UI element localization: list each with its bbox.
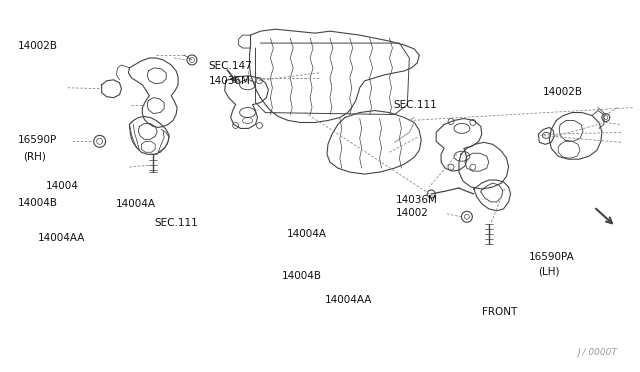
Text: (LH): (LH) — [538, 267, 559, 277]
Text: 14004A: 14004A — [115, 199, 156, 209]
Text: 14004B: 14004B — [282, 272, 322, 282]
Text: 16590PA: 16590PA — [529, 252, 574, 262]
Text: SEC.147: SEC.147 — [209, 61, 253, 71]
Text: 14004AA: 14004AA — [37, 233, 84, 243]
Text: 14004A: 14004A — [287, 229, 327, 239]
Text: FRONT: FRONT — [482, 307, 517, 317]
Text: (RH): (RH) — [23, 151, 46, 161]
Text: 14036M: 14036M — [209, 76, 251, 86]
Text: 14002B: 14002B — [19, 41, 58, 51]
Text: 14004AA: 14004AA — [325, 295, 372, 305]
Text: 14002: 14002 — [396, 208, 429, 218]
Text: 16590P: 16590P — [19, 135, 58, 145]
Text: SEC.111: SEC.111 — [155, 218, 198, 228]
Text: 14002B: 14002B — [542, 87, 582, 97]
Text: 14004B: 14004B — [19, 198, 58, 208]
Text: J / 0000T: J / 0000T — [578, 348, 618, 357]
Text: 14036M: 14036M — [396, 195, 438, 205]
Text: SEC.111: SEC.111 — [393, 100, 437, 110]
Text: 14004: 14004 — [45, 181, 79, 191]
